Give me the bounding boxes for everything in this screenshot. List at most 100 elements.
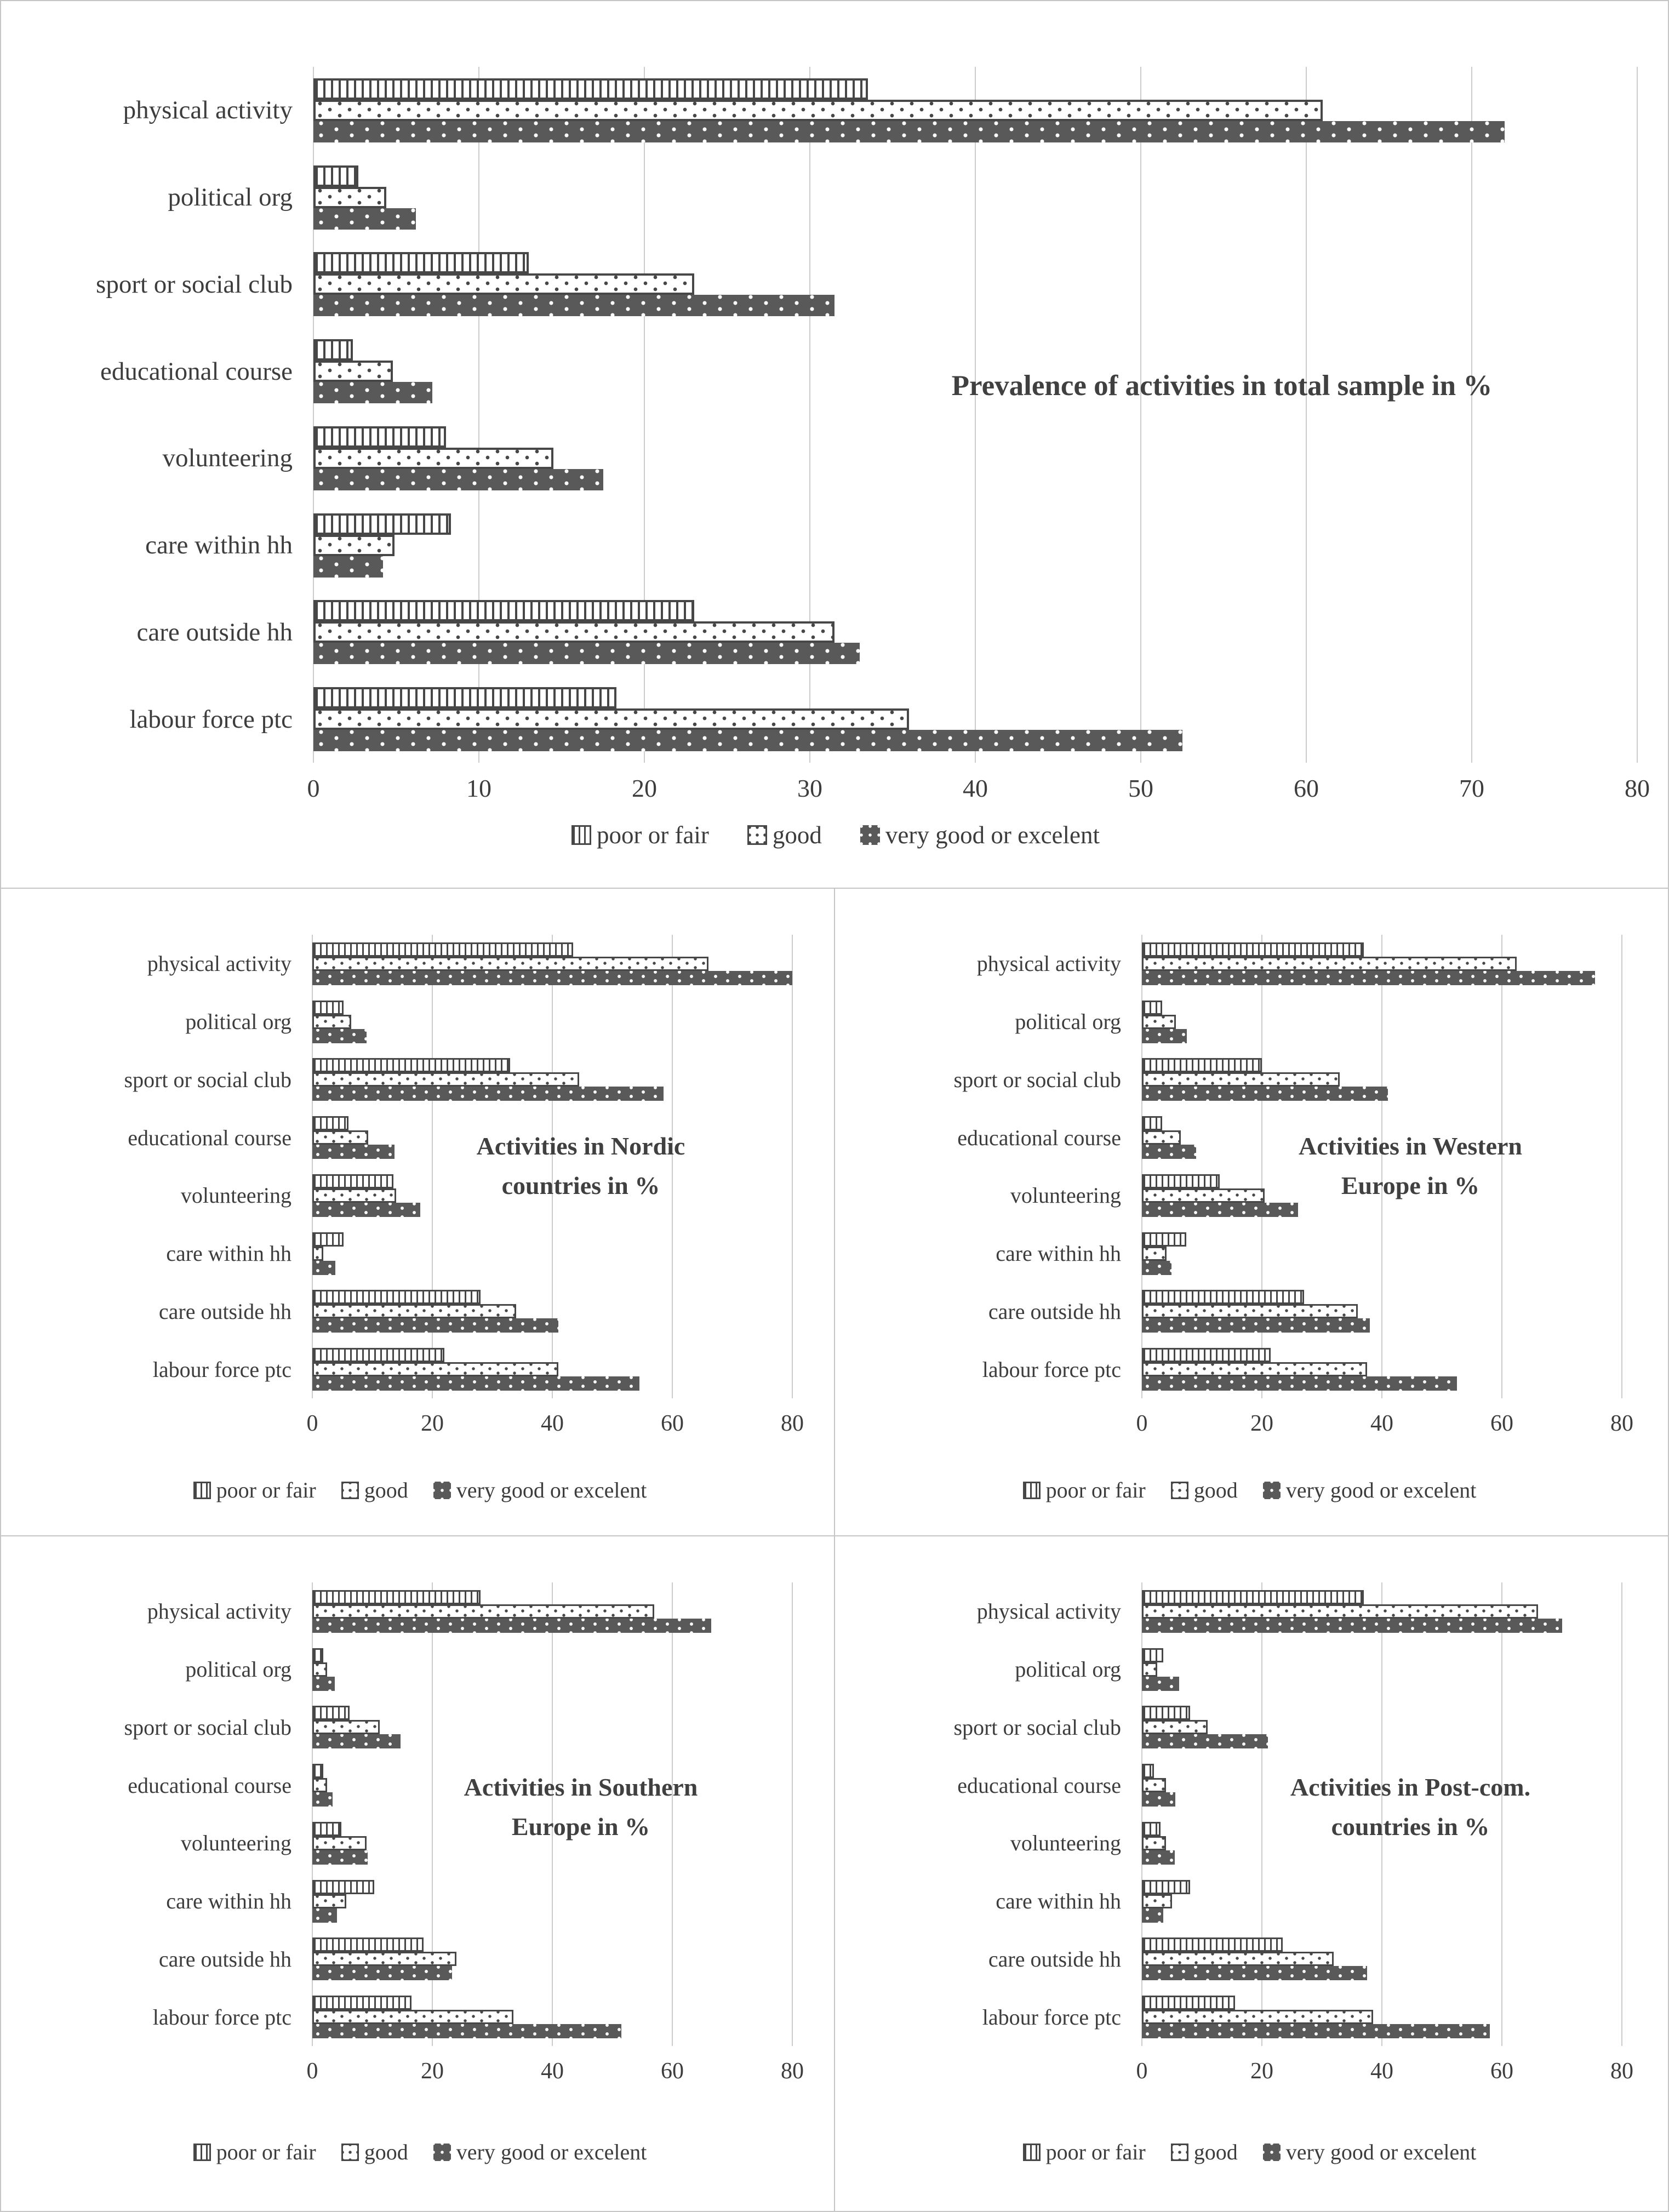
x-gridline-40: [1381, 935, 1382, 1398]
bar-total-sample-volunteering-dotsdark: [313, 468, 603, 490]
bar-post-com-sport-or-social-club-dotslight: [1142, 1720, 1208, 1735]
bar-western-europe-physical-activity-dotsdark: [1142, 970, 1595, 985]
bar-southern-europe-educational-course-dotsdark: [312, 1792, 333, 1807]
category-label-sport-or-social-club: sport or social club: [953, 1067, 1122, 1092]
bar-total-sample-political-org-dotslight: [313, 186, 386, 208]
x-gridline-40: [552, 1582, 553, 2046]
x-tick-50: 50: [1128, 774, 1153, 802]
legend-item-dotsdark: very good or excelent: [860, 821, 1100, 849]
category-label-physical-activity: physical activity: [147, 1599, 291, 1624]
x-gridline-20: [644, 67, 645, 763]
bar-nordic-labour-force-ptc-vlines: [312, 1348, 444, 1363]
bar-total-sample-labour-force-ptc-vlines: [313, 687, 616, 709]
x-tick-60: 60: [1490, 1411, 1513, 1436]
x-gridline-0: [1141, 935, 1142, 1398]
x-gridline-20: [432, 935, 433, 1398]
chart-panel-total-sample: physical activity political org sport or s…: [5, 5, 1666, 884]
x-gridline-50: [1140, 67, 1141, 763]
legend-dotslight-swatch-icon: [341, 1481, 359, 1499]
legend-item-dotslight: good: [341, 1477, 408, 1503]
category-label-sport-or-social-club: sport or social club: [953, 1714, 1122, 1740]
panel-divider-vertical: [834, 888, 835, 2211]
bar-nordic-physical-activity-dotslight: [312, 956, 708, 971]
category-label-political-org: political org: [168, 183, 293, 212]
category-label-educational-course: educational course: [128, 1773, 291, 1798]
x-tick-80: 80: [781, 2059, 804, 2084]
legend-post-com: poor or fair good very good or excelent: [835, 2139, 1664, 2165]
bar-post-com-care-within-hh-vlines: [1142, 1879, 1190, 1894]
legend-dotsdark-swatch-icon: [860, 825, 880, 845]
bar-total-sample-physical-activity-dotslight: [313, 99, 1323, 121]
category-label-volunteering: volunteering: [180, 1831, 291, 1856]
legend-vlines-swatch-icon: [193, 2143, 211, 2161]
x-gridline-40: [552, 935, 553, 1398]
legend-label: good: [364, 1478, 408, 1502]
bar-post-com-care-within-hh-dotslight: [1142, 1894, 1172, 1908]
legend-item-dotslight: good: [1170, 2139, 1238, 2165]
bar-post-com-volunteering-dotsdark: [1142, 1850, 1175, 1865]
bar-western-europe-physical-activity-vlines: [1142, 942, 1364, 957]
x-gridline-60: [1306, 67, 1307, 763]
category-label-educational-course: educational course: [128, 1125, 291, 1150]
bar-nordic-labour-force-ptc-dotsdark: [312, 1376, 639, 1391]
bar-post-com-physical-activity-dotsdark: [1142, 1618, 1562, 1633]
chart-title-line-1: Prevalence of activities in total sample…: [951, 370, 1493, 402]
chart-title-line-2: Europe in %: [511, 1813, 650, 1841]
bar-southern-europe-physical-activity-dotsdark: [312, 1618, 712, 1633]
legend-item-dotsdark: very good or excelent: [433, 2139, 647, 2165]
bar-post-com-care-outside-hh-vlines: [1142, 1937, 1283, 1952]
bar-southern-europe-political-org-vlines: [312, 1648, 323, 1662]
bar-nordic-care-outside-hh-dotslight: [312, 1304, 517, 1319]
chart-title-southern-europe: Activities in Southern Europe in %: [345, 1768, 816, 1847]
category-label-care-outside-hh: care outside hh: [136, 618, 293, 647]
category-label-care-outside-hh: care outside hh: [988, 1299, 1121, 1324]
chart-title-line-1: Activities in Western: [1299, 1132, 1522, 1160]
bar-nordic-educational-course-vlines: [312, 1116, 348, 1131]
chart-title-total-sample: Prevalence of activities in total sample…: [822, 361, 1622, 411]
legend-vlines-swatch-icon: [193, 1481, 211, 1499]
bar-total-sample-volunteering-vlines: [313, 426, 446, 448]
x-tick-30: 30: [797, 774, 822, 802]
bar-western-europe-labour-force-ptc-dotsdark: [1142, 1376, 1457, 1391]
category-label-educational-course: educational course: [957, 1773, 1121, 1798]
legend-label: very good or excelent: [456, 1478, 647, 1502]
x-gridline-30: [809, 67, 810, 763]
bar-total-sample-educational-course-vlines: [313, 339, 353, 361]
x-tick-0: 0: [1136, 2059, 1148, 2084]
legend-label: very good or excelent: [1285, 2140, 1477, 2164]
legend-southern-europe: poor or fair good very good or excelent: [5, 2139, 834, 2165]
x-tick-0: 0: [307, 774, 320, 802]
bar-western-europe-labour-force-ptc-vlines: [1142, 1348, 1271, 1363]
chart-title-line-1: Activities in Post-com.: [1290, 1773, 1531, 1801]
x-gridline-70: [1471, 67, 1472, 763]
bar-nordic-educational-course-dotsdark: [312, 1145, 395, 1159]
bar-western-europe-labour-force-ptc-dotslight: [1142, 1362, 1367, 1377]
legend-label: very good or excelent: [456, 2140, 647, 2164]
bar-post-com-labour-force-ptc-vlines: [1142, 1996, 1235, 2010]
legend-label: very good or excelent: [885, 821, 1100, 849]
legend-vlines-swatch-icon: [1022, 1481, 1041, 1499]
bar-western-europe-volunteering-dotsdark: [1142, 1202, 1298, 1217]
legend-total-sample: poor or fair good very good or excelent: [5, 821, 1666, 849]
x-tick-40: 40: [963, 774, 988, 802]
bar-post-com-labour-force-ptc-dotsdark: [1142, 2024, 1490, 2039]
x-tick-40: 40: [1370, 2059, 1393, 2084]
category-label-sport-or-social-club: sport or social club: [124, 1714, 292, 1740]
bar-total-sample-physical-activity-dotsdark: [313, 121, 1505, 142]
legend-nordic: poor or fair good very good or excelent: [5, 1477, 834, 1503]
bar-total-sample-political-org-dotsdark: [313, 208, 416, 230]
category-label-volunteering: volunteering: [1010, 1831, 1121, 1856]
x-tick-20: 20: [421, 1411, 444, 1436]
legend-label: good: [364, 2140, 408, 2164]
bar-western-europe-sport-or-social-club-dotslight: [1142, 1072, 1340, 1087]
bar-total-sample-care-outside-hh-dotsdark: [313, 643, 860, 665]
category-label-care-within-hh: care within hh: [996, 1241, 1121, 1266]
category-label-labour-force-ptc: labour force ptc: [152, 1357, 291, 1382]
x-gridline-20: [1261, 935, 1262, 1398]
legend-item-dotslight: good: [747, 821, 822, 849]
bar-southern-europe-sport-or-social-club-dotslight: [312, 1720, 380, 1735]
category-label-physical-activity: physical activity: [147, 951, 291, 976]
x-tick-40: 40: [541, 2059, 564, 2084]
legend-item-vlines: poor or fair: [1022, 2139, 1146, 2165]
legend-item-dotslight: good: [1170, 1477, 1238, 1503]
